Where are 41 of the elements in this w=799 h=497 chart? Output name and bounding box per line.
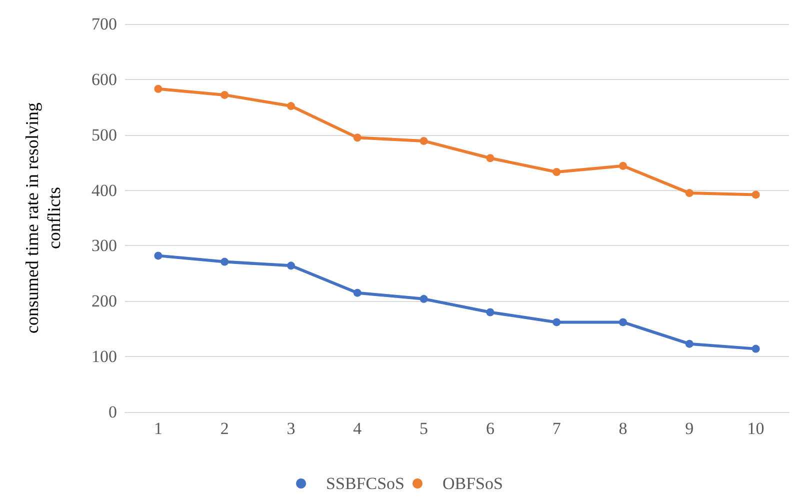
point — [154, 84, 162, 93]
y-tick-label: 400 — [92, 180, 117, 200]
y-tick-label: 700 — [92, 14, 117, 34]
point — [420, 136, 428, 145]
x-tick-label: 9 — [685, 419, 694, 438]
y-tick-label: 300 — [92, 236, 117, 256]
point — [752, 190, 760, 199]
y-tick-label: 0 — [108, 402, 117, 422]
x-tick-label: 5 — [420, 419, 428, 438]
x-tick-label: 3 — [286, 419, 296, 438]
x-tick-label: 7 — [552, 419, 562, 438]
point — [420, 294, 428, 303]
point — [685, 189, 694, 198]
point — [287, 262, 295, 270]
point — [154, 252, 162, 260]
y-tick-label: 500 — [92, 125, 117, 144]
point — [552, 318, 561, 326]
y-tick-label: 600 — [92, 70, 117, 89]
point — [619, 318, 627, 326]
point — [353, 288, 362, 297]
point — [287, 102, 295, 110]
point — [752, 344, 760, 353]
y-tick-label: 100 — [92, 347, 117, 366]
point — [486, 308, 494, 316]
x-tick-label: 4 — [353, 419, 362, 438]
y-tick-label: 200 — [92, 292, 117, 311]
x-tick-label: 6 — [486, 419, 494, 438]
legend-label: OBFSoS — [442, 474, 503, 493]
legend-label: SSBFCSoS — [326, 474, 404, 493]
point — [619, 162, 627, 170]
x-tick-label: 10 — [747, 419, 764, 438]
x-tick-label: 8 — [618, 419, 628, 438]
x-tick-label: 1 — [154, 419, 162, 438]
point — [685, 340, 694, 348]
point — [486, 154, 494, 162]
point — [353, 134, 362, 142]
y-axis-title: consumed time rate in resolving conflicts — [22, 102, 64, 334]
point — [220, 258, 229, 266]
point — [552, 168, 561, 176]
point — [220, 90, 229, 99]
x-tick-label: 2 — [220, 419, 229, 438]
